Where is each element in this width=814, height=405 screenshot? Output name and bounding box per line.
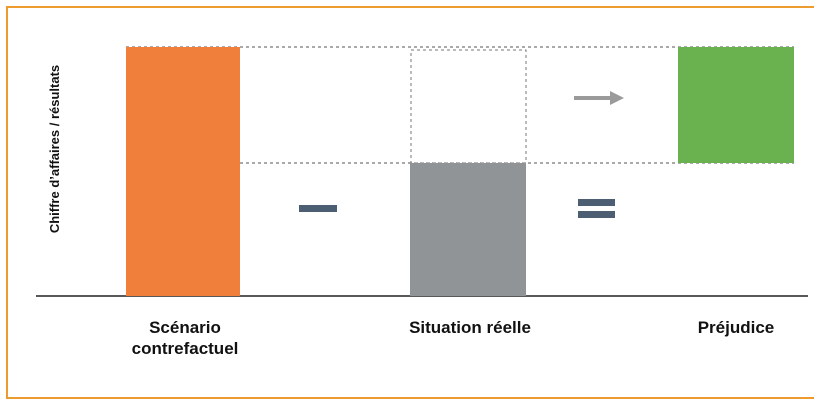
actual-situation-bar <box>410 163 526 296</box>
damage-bar <box>678 47 794 163</box>
category-label-counterfactual-line1: Scénario <box>149 318 221 337</box>
category-label-counterfactual: Scénario contrefactuel <box>115 317 255 359</box>
equals-sign-top <box>578 199 615 206</box>
equals-sign-bottom <box>578 211 615 218</box>
arrow-right-icon <box>574 91 624 105</box>
category-label-actual: Situation réelle <box>409 318 531 337</box>
minus-sign <box>299 205 337 212</box>
category-label-damage: Préjudice <box>697 318 775 337</box>
category-label-counterfactual-line2: contrefactuel <box>131 339 239 358</box>
counterfactual-bar <box>126 47 240 296</box>
missing-revenue-outline <box>410 49 527 164</box>
y-axis-label: Chiffre d’affaires / résultats <box>47 64 62 234</box>
